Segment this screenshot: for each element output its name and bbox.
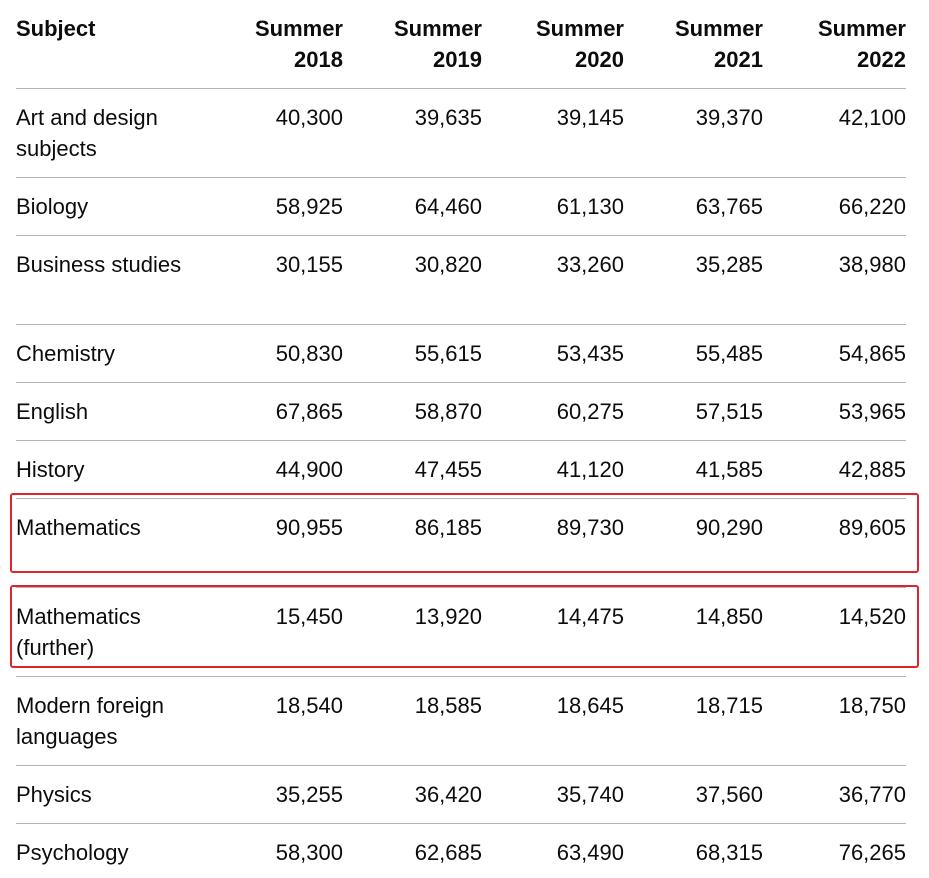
value-cell: 18,715	[624, 676, 763, 766]
table-row: Art and design subjects 40,300 39,635 39…	[16, 88, 906, 178]
subject-cell: Chemistry	[16, 324, 203, 383]
value-cell: 14,520	[763, 587, 906, 677]
value-cell: 68,315	[695, 839, 763, 865]
table-header: Subject Summer 2018 Summer 2019 Summer 2020…	[16, 0, 906, 89]
subject-cell: Modern foreign languages	[16, 676, 203, 766]
value-cell: 90,290	[624, 498, 763, 588]
value-cell: 42,100	[763, 88, 906, 178]
header-row: Subject Summer 2018 Summer 2019 Summer 2020…	[16, 0, 906, 89]
value-cell: 76,265	[838, 839, 906, 865]
table-row: Mathematics 90,955 86,185 89,730 90,290 …	[16, 498, 906, 588]
header-line2: 2021	[714, 47, 763, 72]
table-row: Modern foreign languages 18,540 18,585 1…	[16, 676, 906, 766]
value-cell: 35,285	[624, 235, 763, 325]
value-cell: 64,460	[343, 177, 482, 236]
header-line1: Summer	[817, 16, 906, 41]
header-line1: Summer	[393, 16, 482, 41]
table-row: History 44,900 47,455 41,120 41,585 42,8…	[16, 440, 906, 499]
value-cell: 41,120	[482, 440, 624, 499]
table-row: Chemistry 50,830 55,615 53,435 55,485 54…	[16, 324, 906, 383]
value-cell: 60,275	[482, 382, 624, 441]
column-header-2022: Summer 2022	[763, 0, 906, 89]
value-cell: 44,900	[203, 440, 343, 499]
value-cell: 30,155	[203, 235, 343, 325]
value-cell: 41,585	[624, 440, 763, 499]
value-cell: 30,820	[343, 235, 482, 325]
value-cell: 39,145	[482, 88, 624, 178]
column-header-subject: Subject	[16, 0, 203, 89]
subject-cell: Art and design subjects	[16, 88, 203, 178]
value-cell: 42,885	[763, 440, 906, 499]
value-cell: 58,870	[343, 382, 482, 441]
value-cell: 62,685	[414, 839, 482, 865]
value-cell: 39,370	[624, 88, 763, 178]
value-cell: 53,965	[763, 382, 906, 441]
subject-cell: Biology	[16, 177, 203, 236]
value-cell: 86,185	[343, 498, 482, 588]
subject-cell: English	[16, 382, 203, 441]
value-cell: 63,765	[624, 177, 763, 236]
value-cell: 39,635	[343, 88, 482, 178]
header-line1: Summer	[254, 16, 343, 41]
value-cell: 36,770	[763, 765, 906, 824]
value-cell: 67,865	[203, 382, 343, 441]
value-cell: 38,980	[763, 235, 906, 325]
value-cell: 14,850	[624, 587, 763, 677]
subject-cell: History	[16, 440, 203, 499]
table-row: Biology 58,925 64,460 61,130 63,765 66,2…	[16, 177, 906, 236]
table-row: Physics 35,255 36,420 35,740 37,560 36,7…	[16, 765, 906, 824]
value-cell: 18,540	[203, 676, 343, 766]
subject-cell: Mathematics	[16, 498, 203, 588]
subject-cell: Business studies	[16, 235, 203, 325]
header-line2: 2020	[575, 47, 624, 72]
value-cell: 55,485	[624, 324, 763, 383]
table-row: Mathematics (further) 15,450 13,920 14,4…	[16, 587, 906, 677]
table-row: English 67,865 58,870 60,275 57,515 53,9…	[16, 382, 906, 441]
value-cell: 61,130	[482, 177, 624, 236]
value-cell: 47,455	[343, 440, 482, 499]
table-row: Psychology 58,300 62,685 63,490 68,315 7…	[16, 823, 906, 878]
value-cell: 63,490	[556, 839, 624, 865]
value-cell: 50,830	[203, 324, 343, 383]
value-cell: 18,750	[763, 676, 906, 766]
header-line2: 2019	[433, 47, 482, 72]
value-cell: 58,925	[203, 177, 343, 236]
value-cell: 18,585	[343, 676, 482, 766]
value-cell: 14,475	[482, 587, 624, 677]
value-cell: 35,740	[482, 765, 624, 824]
table-row: Business studies 30,155 30,820 33,260 35…	[16, 235, 906, 325]
column-header-2018: Summer 2018	[203, 0, 343, 89]
value-cell: 54,865	[763, 324, 906, 383]
header-line2: 2022	[857, 47, 906, 72]
value-cell: 18,645	[482, 676, 624, 766]
value-cell: 37,560	[624, 765, 763, 824]
value-cell: 53,435	[482, 324, 624, 383]
value-cell: 36,420	[343, 765, 482, 824]
value-cell: 90,955	[203, 498, 343, 588]
header-line2: 2018	[294, 47, 343, 72]
value-cell: 89,605	[763, 498, 906, 588]
subject-cell: Psychology	[16, 839, 129, 865]
value-cell: 33,260	[482, 235, 624, 325]
table-body: Art and design subjects 40,300 39,635 39…	[16, 88, 906, 878]
value-cell: 35,255	[203, 765, 343, 824]
subject-cell: Physics	[16, 765, 203, 824]
value-cell: 89,730	[482, 498, 624, 588]
value-cell: 15,450	[203, 587, 343, 677]
header-line1: Summer	[674, 16, 763, 41]
column-header-2021: Summer 2021	[624, 0, 763, 89]
column-header-2019: Summer 2019	[343, 0, 482, 89]
value-cell: 40,300	[203, 88, 343, 178]
entries-table: Subject Summer 2018 Summer 2019 Summer 2020…	[16, 0, 906, 878]
subject-cell: Mathematics (further)	[16, 587, 203, 677]
value-cell: 13,920	[343, 587, 482, 677]
value-cell: 55,615	[343, 324, 482, 383]
value-cell: 57,515	[624, 382, 763, 441]
column-header-2020: Summer 2020	[482, 0, 624, 89]
value-cell: 66,220	[763, 177, 906, 236]
value-cell: 58,300	[275, 839, 343, 865]
header-line1: Summer	[535, 16, 624, 41]
